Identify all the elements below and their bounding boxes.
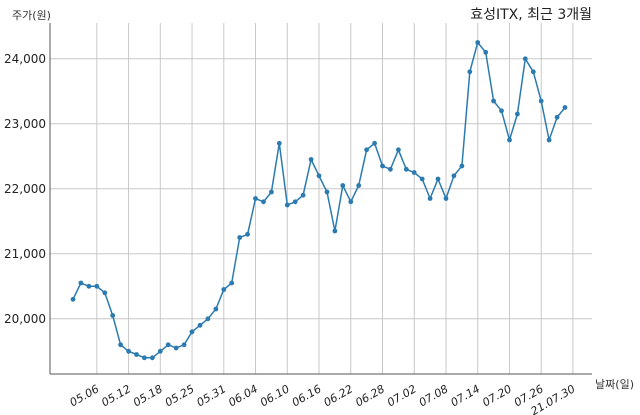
data-point — [427, 196, 433, 201]
y-tick-label: 23,000 — [4, 117, 46, 131]
data-point — [530, 69, 536, 75]
x-tick-label: 07.14 — [448, 382, 482, 409]
data-point — [229, 280, 235, 286]
data-point — [308, 157, 314, 162]
data-point — [284, 202, 290, 208]
chart-title: 효성ITX, 최근 3개월 — [470, 7, 592, 23]
data-point — [110, 313, 116, 318]
data-point — [515, 111, 520, 117]
data-point — [411, 170, 417, 175]
data-point — [205, 316, 211, 322]
data-point — [237, 235, 243, 240]
data-point — [562, 105, 568, 110]
data-point — [157, 348, 163, 354]
data-point — [118, 342, 123, 348]
data-point — [538, 98, 544, 104]
data-point — [388, 166, 393, 172]
data-point — [221, 287, 227, 292]
y-tick-label: 20,000 — [4, 312, 46, 326]
x-tick-labels: 05.0605.1205.1805.2505.3106.0406.1006.16… — [68, 382, 578, 415]
data-point — [340, 183, 346, 188]
data-point — [126, 348, 131, 354]
data-point — [261, 199, 266, 205]
data-point — [546, 137, 552, 143]
data-point — [181, 342, 187, 348]
data-point — [213, 306, 219, 312]
x-tick-label: 05.25 — [163, 382, 197, 409]
data-point — [451, 173, 457, 179]
data-point — [348, 199, 354, 205]
data-point — [253, 196, 258, 201]
x-tick-label: 06.10 — [258, 382, 292, 409]
data-point — [356, 183, 362, 188]
data-point — [102, 290, 108, 296]
data-point — [94, 283, 100, 289]
data-point — [396, 147, 401, 153]
data-point — [419, 176, 425, 182]
y-tick-label: 24,000 — [4, 52, 46, 66]
data-point — [245, 231, 251, 237]
data-point — [435, 176, 441, 182]
data-point — [554, 114, 560, 120]
x-tick-label: 05.18 — [131, 382, 165, 409]
data-point — [78, 280, 84, 286]
series-layer — [70, 40, 568, 361]
x-tick-label: 07.02 — [385, 382, 419, 409]
y-tick-labels: 20,000 21,000 22,000 23,000 24,000 — [4, 52, 46, 326]
x-tick-label: 05.06 — [68, 382, 102, 409]
grid — [50, 23, 592, 374]
data-point — [86, 283, 92, 289]
x-tick-label: 05.12 — [99, 382, 133, 409]
x-tick-label: 06.28 — [353, 382, 387, 409]
data-point — [443, 196, 449, 201]
x-tick-label: 06.22 — [321, 382, 355, 409]
data-point — [491, 98, 496, 104]
data-point — [364, 147, 369, 153]
data-point — [269, 189, 274, 195]
data-point — [372, 140, 377, 146]
y-tick-label: 22,000 — [4, 182, 46, 196]
data-point — [300, 192, 306, 198]
data-point — [332, 228, 338, 234]
data-point — [522, 56, 528, 62]
data-point — [459, 163, 465, 169]
x-tick-label: 07.08 — [417, 382, 451, 409]
x-axis-label: 날짜(일) — [595, 377, 634, 391]
data-point — [467, 69, 473, 75]
x-tick-label: 05.31 — [195, 382, 229, 409]
data-point — [173, 345, 179, 351]
y-tick-label: 21,000 — [4, 247, 46, 261]
data-point — [70, 296, 76, 302]
x-tick-label: 06.04 — [226, 382, 260, 409]
data-point — [475, 40, 481, 45]
data-point — [197, 322, 203, 328]
data-point — [189, 329, 195, 335]
x-tick-label: 07.20 — [480, 382, 514, 409]
data-point — [403, 166, 409, 172]
y-axis-label: 주가(원) — [12, 9, 51, 22]
data-point — [507, 137, 512, 143]
data-point — [483, 49, 489, 55]
data-point — [292, 199, 298, 205]
axes — [49, 23, 592, 375]
data-point — [324, 189, 330, 195]
data-point — [150, 355, 155, 361]
data-point — [499, 108, 504, 114]
data-point — [165, 342, 171, 348]
x-tick-label: 06.16 — [290, 382, 324, 409]
data-point — [316, 173, 322, 179]
data-point — [142, 355, 147, 361]
data-point — [380, 163, 385, 169]
data-point — [134, 352, 139, 357]
data-point — [276, 140, 282, 146]
